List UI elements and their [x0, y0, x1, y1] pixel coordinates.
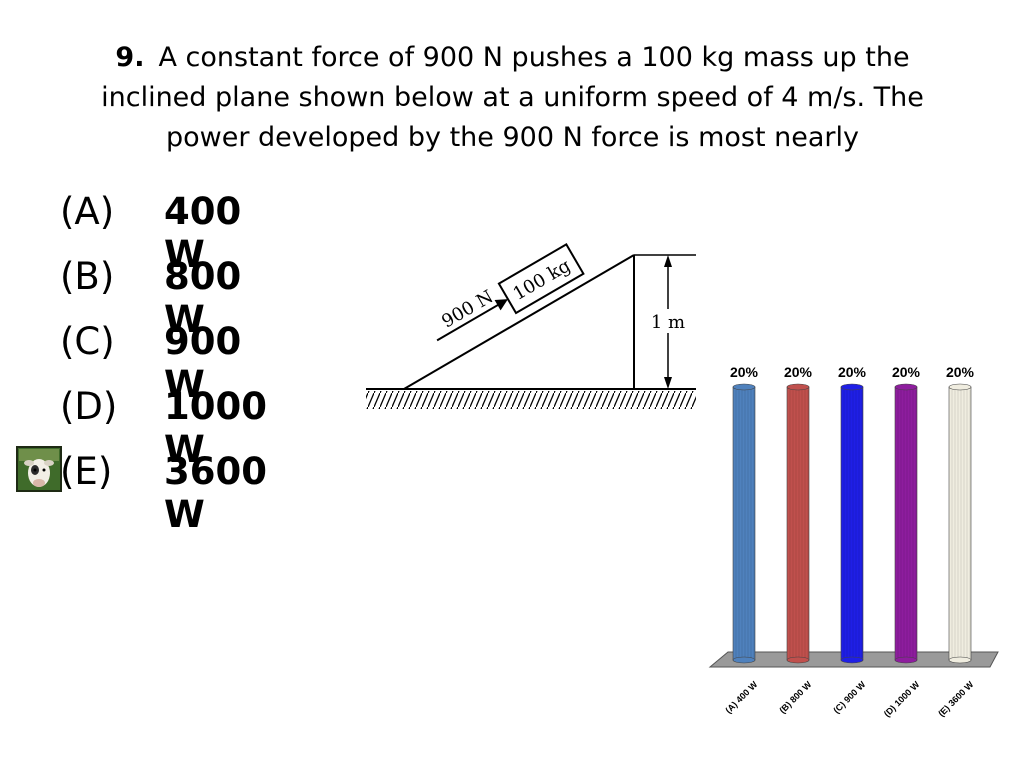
chart-category-label: (C) 900 W	[831, 679, 867, 715]
chart-bar-base	[786, 656, 810, 664]
ground-hatching	[366, 391, 696, 409]
chart-category-label: (B) 800 W	[777, 679, 813, 715]
chart-category-label: (A) 400 W	[723, 679, 759, 715]
response-chart: 20% (A) 400 W 20% (B) 800 W 20% (C) 900 W 20% (…	[708, 364, 999, 719]
chart-bar-base	[948, 656, 972, 664]
height-arrow-bottom	[664, 377, 672, 389]
question-number: 9.	[115, 42, 145, 73]
chart-category-label: (D) 1000 W	[882, 679, 922, 719]
choice-letter: (C)	[60, 320, 115, 363]
height-arrow-top	[664, 255, 672, 267]
chart-value-label: 20%	[838, 364, 867, 380]
force-label: 900 N	[438, 286, 497, 332]
chart-value-label: 20%	[946, 364, 975, 380]
choice-letter: (A)	[60, 190, 115, 233]
incline-surface	[403, 254, 635, 390]
chart-value-label: 20%	[730, 364, 759, 380]
choice-value: 400 W	[164, 190, 242, 276]
choice-value: 3600 W	[164, 450, 267, 536]
question-body: A constant force of 900 N pushes a 100 k…	[101, 42, 924, 153]
chart-bar-cap	[840, 383, 864, 391]
question-text: 9. A constant force of 900 N pushes a 100…	[60, 38, 965, 158]
chart-value-label: 20%	[784, 364, 813, 380]
chart-category-label: (E) 3600 W	[936, 679, 976, 719]
choice-value: 800 W	[164, 255, 242, 341]
choice-letter: (D)	[60, 385, 118, 428]
choice-letter: (B)	[60, 255, 115, 298]
choice-value: 900 W	[164, 320, 242, 406]
force-arrow-head	[494, 299, 508, 311]
chart-bar-base	[840, 656, 864, 664]
chart-bar-cap	[948, 383, 972, 391]
chart-value-label: 20%	[892, 364, 921, 380]
chart-bar-cap	[732, 383, 756, 391]
mass-block	[497, 243, 585, 315]
chart-bar-cap	[786, 383, 810, 391]
choice-value: 1000 W	[164, 385, 267, 471]
cow-icon	[16, 446, 62, 492]
choice-letter: (E)	[60, 450, 113, 493]
height-label: 1 m	[651, 312, 685, 333]
height-label-bg	[648, 309, 688, 333]
chart-bar-base	[732, 656, 756, 664]
force-arrow	[436, 302, 502, 342]
chart-bar-cap	[894, 383, 918, 391]
incline-diagram: 1 m 100 kg 900 N	[366, 243, 696, 409]
chart-bar-base	[894, 656, 918, 664]
